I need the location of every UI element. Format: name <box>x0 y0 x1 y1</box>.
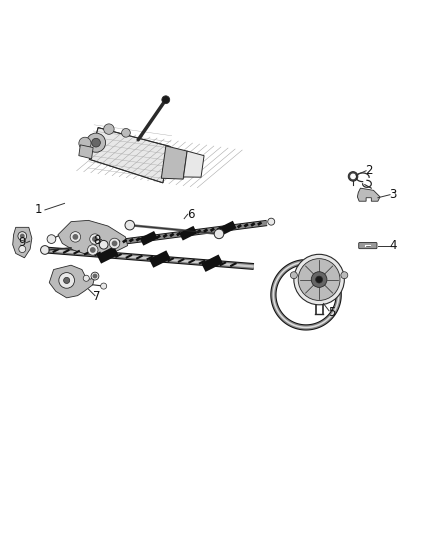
Text: 2: 2 <box>365 164 373 177</box>
Circle shape <box>268 218 275 225</box>
Polygon shape <box>184 151 204 177</box>
Polygon shape <box>89 127 170 183</box>
Polygon shape <box>58 220 127 254</box>
Circle shape <box>162 96 170 103</box>
Circle shape <box>341 272 348 279</box>
Circle shape <box>41 246 49 254</box>
Circle shape <box>83 275 89 281</box>
Text: 5: 5 <box>328 306 336 319</box>
Polygon shape <box>161 146 187 179</box>
Circle shape <box>93 237 97 241</box>
Circle shape <box>59 272 74 288</box>
Circle shape <box>99 240 108 249</box>
Text: 4: 4 <box>389 239 397 252</box>
Circle shape <box>311 272 327 287</box>
Circle shape <box>86 133 106 152</box>
Circle shape <box>79 137 91 149</box>
Circle shape <box>90 234 100 244</box>
Circle shape <box>316 276 322 283</box>
Circle shape <box>92 139 100 147</box>
Circle shape <box>21 235 24 238</box>
Circle shape <box>19 246 26 253</box>
Circle shape <box>298 259 340 301</box>
Circle shape <box>93 274 97 278</box>
Circle shape <box>351 174 355 179</box>
Text: 7: 7 <box>93 289 101 303</box>
Circle shape <box>101 283 107 289</box>
Text: 8: 8 <box>93 234 101 247</box>
Circle shape <box>88 245 98 255</box>
Circle shape <box>110 238 120 249</box>
Text: 9: 9 <box>18 236 26 249</box>
Circle shape <box>91 272 99 280</box>
Circle shape <box>91 248 95 252</box>
Polygon shape <box>49 265 95 298</box>
Circle shape <box>214 229 224 239</box>
Circle shape <box>47 235 56 244</box>
Circle shape <box>125 220 134 230</box>
Circle shape <box>64 277 70 284</box>
Polygon shape <box>357 188 380 201</box>
Circle shape <box>18 232 27 240</box>
Text: 1: 1 <box>35 204 42 216</box>
Polygon shape <box>79 145 93 159</box>
Circle shape <box>113 241 117 246</box>
Circle shape <box>348 172 358 181</box>
Text: 6: 6 <box>187 208 194 221</box>
Polygon shape <box>13 228 32 258</box>
Circle shape <box>104 124 114 134</box>
Text: 3: 3 <box>389 188 397 201</box>
Circle shape <box>73 235 78 239</box>
Circle shape <box>70 232 81 242</box>
FancyBboxPatch shape <box>359 243 377 249</box>
Circle shape <box>294 254 344 305</box>
Circle shape <box>290 272 297 279</box>
Circle shape <box>122 128 131 137</box>
